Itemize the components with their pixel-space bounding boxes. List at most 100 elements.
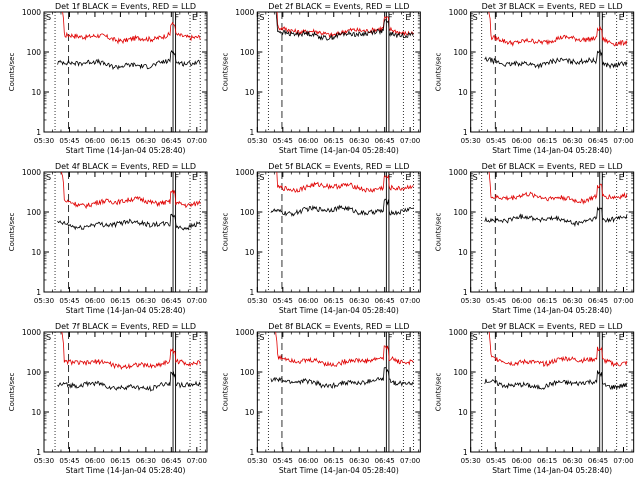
x-tick-label: 06:00	[85, 137, 105, 145]
x-axis-label: Start Time (14-Jan-04 05:28:40)	[66, 146, 186, 155]
chart-title: Det 5f BLACK = Events, RED = LLD	[268, 162, 409, 171]
plot-frame	[43, 11, 208, 133]
series-lld-line	[488, 332, 628, 368]
x-tick-label: 07:00	[613, 297, 633, 305]
x-tick-label: 06:30	[136, 457, 156, 465]
series-events-line	[57, 371, 201, 392]
y-tick-label: 1000	[235, 168, 254, 177]
x-tick-label: 05:30	[34, 297, 54, 305]
series-events-line	[57, 213, 201, 231]
x-tick-label: 06:45	[375, 297, 395, 305]
y-tick-label: 1000	[235, 328, 254, 337]
plot-frame	[470, 11, 635, 133]
marker-label-e: E	[192, 173, 197, 182]
y-tick-label: 100	[453, 368, 468, 377]
chart-panel-6: Det 6f BLACK = Events, RED = LLD 1 10 100 10…	[435, 162, 635, 315]
x-tick-label: 05:30	[34, 457, 54, 465]
x-tick-label: 06:00	[85, 297, 105, 305]
y-tick-label: 10	[31, 408, 41, 417]
plot-frame	[43, 331, 208, 453]
marker-label-f: F	[175, 13, 180, 22]
y-axis-label: Counts/sec	[221, 53, 229, 92]
x-axis-label: Start Time (14-Jan-04 05:28:40)	[279, 466, 399, 475]
x-tick-label: 05:45	[59, 137, 79, 145]
y-tick-label: 1000	[22, 8, 41, 17]
y-tick-label: 1	[36, 448, 41, 457]
x-tick-label: 06:30	[136, 137, 156, 145]
y-axis-label: Counts/sec	[435, 53, 443, 92]
x-tick-label: 05:30	[247, 297, 267, 305]
y-axis-label: Counts/sec	[435, 213, 443, 252]
x-tick-label: 06:45	[161, 457, 181, 465]
plot-frame	[256, 11, 421, 133]
marker-label-e: E	[619, 333, 624, 342]
x-tick-label: 07:00	[187, 297, 207, 305]
marker-label-e: E	[619, 173, 624, 182]
x-tick-label: 06:00	[298, 297, 318, 305]
series-events-line	[270, 198, 414, 217]
x-axis-label: Start Time (14-Jan-04 05:28:40)	[492, 306, 612, 315]
y-tick-label: 10	[245, 88, 255, 97]
x-tick-label: 06:00	[85, 457, 105, 465]
x-tick-label: 06:00	[298, 137, 318, 145]
x-tick-label: 06:15	[324, 457, 344, 465]
marker-label-e: E	[192, 333, 197, 342]
y-tick-label: 1	[36, 128, 41, 137]
x-tick-label: 06:45	[161, 297, 181, 305]
x-tick-label: 05:30	[247, 137, 267, 145]
y-tick-label: 10	[458, 88, 468, 97]
x-tick-label: 07:00	[400, 457, 420, 465]
series-lld-line	[275, 332, 414, 368]
y-tick-label: 100	[240, 368, 255, 377]
x-axis-label: Start Time (14-Jan-04 05:28:40)	[66, 306, 186, 315]
x-tick-label: 06:15	[110, 457, 130, 465]
x-tick-label: 07:00	[187, 137, 207, 145]
y-tick-label: 1	[250, 128, 255, 137]
series-events-line	[57, 49, 201, 70]
x-tick-label: 06:15	[537, 137, 557, 145]
x-tick-label: 06:00	[512, 137, 532, 145]
chart-panel-7: Det 7f BLACK = Events, RED = LLD 1 10 100 10…	[8, 322, 208, 475]
y-tick-label: 1000	[22, 168, 41, 177]
x-tick-label: 06:45	[588, 457, 608, 465]
x-tick-label: 05:45	[486, 137, 506, 145]
series-events-line	[484, 206, 628, 228]
chart-panel-2: Det 2f BLACK = Events, RED = LLD 1 10 100 10…	[221, 2, 421, 155]
y-tick-label: 10	[31, 88, 41, 97]
marker-label-s: S	[259, 173, 264, 182]
y-tick-label: 1000	[22, 328, 41, 337]
x-tick-label: 06:45	[588, 137, 608, 145]
marker-label-s: S	[46, 333, 51, 342]
series-lld-line	[62, 12, 201, 45]
x-tick-label: 05:45	[486, 457, 506, 465]
plot-frame	[256, 331, 421, 453]
series-lld-line	[276, 172, 414, 193]
y-axis-label: Counts/sec	[8, 53, 16, 92]
marker-label-s: S	[259, 13, 264, 22]
x-tick-label: 07:00	[400, 297, 420, 305]
series-lld-line	[488, 172, 628, 205]
y-axis-label: Counts/sec	[8, 213, 16, 252]
series-lld-line	[61, 332, 201, 370]
x-tick-label: 05:45	[273, 137, 293, 145]
x-tick-label: 05:30	[461, 137, 481, 145]
marker-label-f: F	[175, 173, 180, 182]
y-tick-label: 10	[245, 408, 255, 417]
x-tick-label: 06:00	[298, 457, 318, 465]
chart-title: Det 4f BLACK = Events, RED = LLD	[55, 162, 196, 171]
y-tick-label: 100	[240, 208, 255, 217]
x-tick-label: 06:15	[537, 297, 557, 305]
series-events-line	[275, 12, 414, 41]
x-tick-label: 06:30	[349, 297, 369, 305]
x-tick-label: 06:00	[512, 457, 532, 465]
x-tick-label: 07:00	[400, 137, 420, 145]
y-tick-label: 100	[27, 208, 42, 217]
plot-frame	[470, 171, 635, 293]
y-tick-label: 1000	[449, 8, 468, 17]
x-tick-label: 06:30	[562, 297, 582, 305]
chart-title: Det 3f BLACK = Events, RED = LLD	[482, 2, 623, 11]
y-axis-label: Counts/sec	[8, 373, 16, 412]
y-tick-label: 1000	[449, 168, 468, 177]
y-tick-label: 100	[453, 208, 468, 217]
y-tick-label: 1	[463, 448, 468, 457]
